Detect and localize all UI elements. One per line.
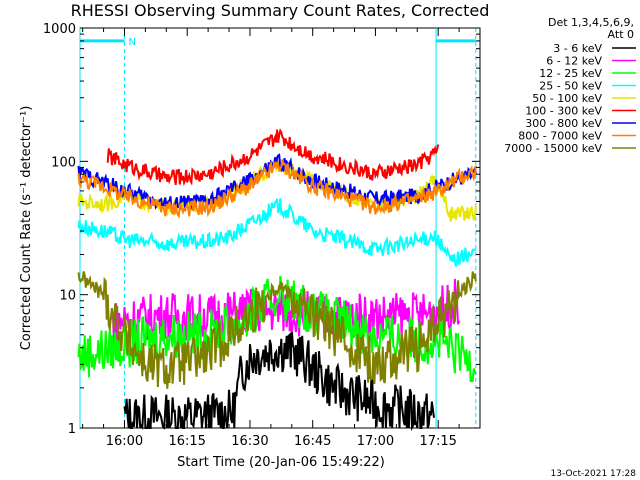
legend-entry-label: 25 - 50 keV (539, 80, 602, 93)
axes-layer: 1 10 100 1000 16:00 16:15 16:30 16:45 17:00 17:15 (43, 22, 481, 449)
series-line-7 (77, 159, 477, 219)
series-line-3 (77, 198, 477, 267)
night-flag-label: N (128, 37, 135, 48)
series-line-5 (106, 128, 440, 187)
series-line-6 (77, 153, 477, 212)
x-tick-label: 17:00 (357, 434, 394, 449)
y-axis-label: Corrected Count Rate (s⁻¹ detector⁻¹) (19, 106, 34, 351)
legend-entry-label: 100 - 300 keV (525, 105, 602, 118)
legend-entry-label: 800 - 7000 keV (518, 130, 602, 143)
x-tick-label: 16:30 (231, 434, 268, 449)
legend-entry-label: 12 - 25 keV (539, 67, 602, 80)
legend-header-line: Det 1,3,4,5,6,9, (548, 16, 634, 29)
x-tick-label: 16:45 (294, 434, 331, 449)
series-line-8 (77, 271, 477, 389)
legend-entry-label: 3 - 6 keV (553, 42, 602, 55)
y-tick-label: 100 (51, 155, 76, 170)
legend-entry-label: 50 - 100 keV (532, 92, 602, 105)
x-axis-label: Start Time (20-Jan-06 15:49:22) (177, 455, 385, 470)
legend-entry-label: 7000 - 15000 keV (504, 142, 602, 155)
x-tick-label: 17:15 (419, 434, 456, 449)
y-tick-label: 10 (59, 289, 76, 304)
plot-frame (79, 27, 481, 429)
footer-date: 13-Oct-2021 17:28 (551, 469, 637, 479)
series-line-1 (110, 278, 461, 346)
legend-entry-label: 300 - 800 keV (525, 117, 602, 130)
series-layer (77, 128, 477, 432)
chart-title: RHESSI Observing Summary Count Rates, Co… (71, 1, 490, 20)
series-line-0 (123, 329, 435, 432)
legend-header-line: Att 0 (608, 28, 634, 41)
y-tick-label: 1000 (43, 22, 76, 37)
x-tick-label: 16:15 (168, 434, 205, 449)
x-tick-label: 16:00 (106, 434, 143, 449)
legend-entry-label: 6 - 12 keV (546, 55, 602, 68)
y-tick-label: 1 (68, 422, 76, 437)
